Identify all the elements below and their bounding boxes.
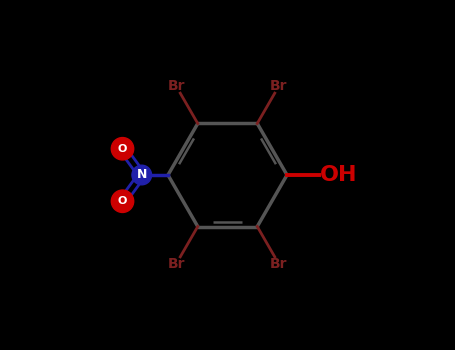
Text: Br: Br [167,257,185,271]
Circle shape [111,138,134,160]
Text: O: O [118,144,127,154]
Text: O: O [118,196,127,206]
Text: Br: Br [167,79,185,93]
Text: Br: Br [270,79,288,93]
Text: OH: OH [320,165,358,185]
Circle shape [132,165,152,185]
Text: N: N [136,168,147,182]
Text: Br: Br [270,257,288,271]
Circle shape [111,190,134,212]
